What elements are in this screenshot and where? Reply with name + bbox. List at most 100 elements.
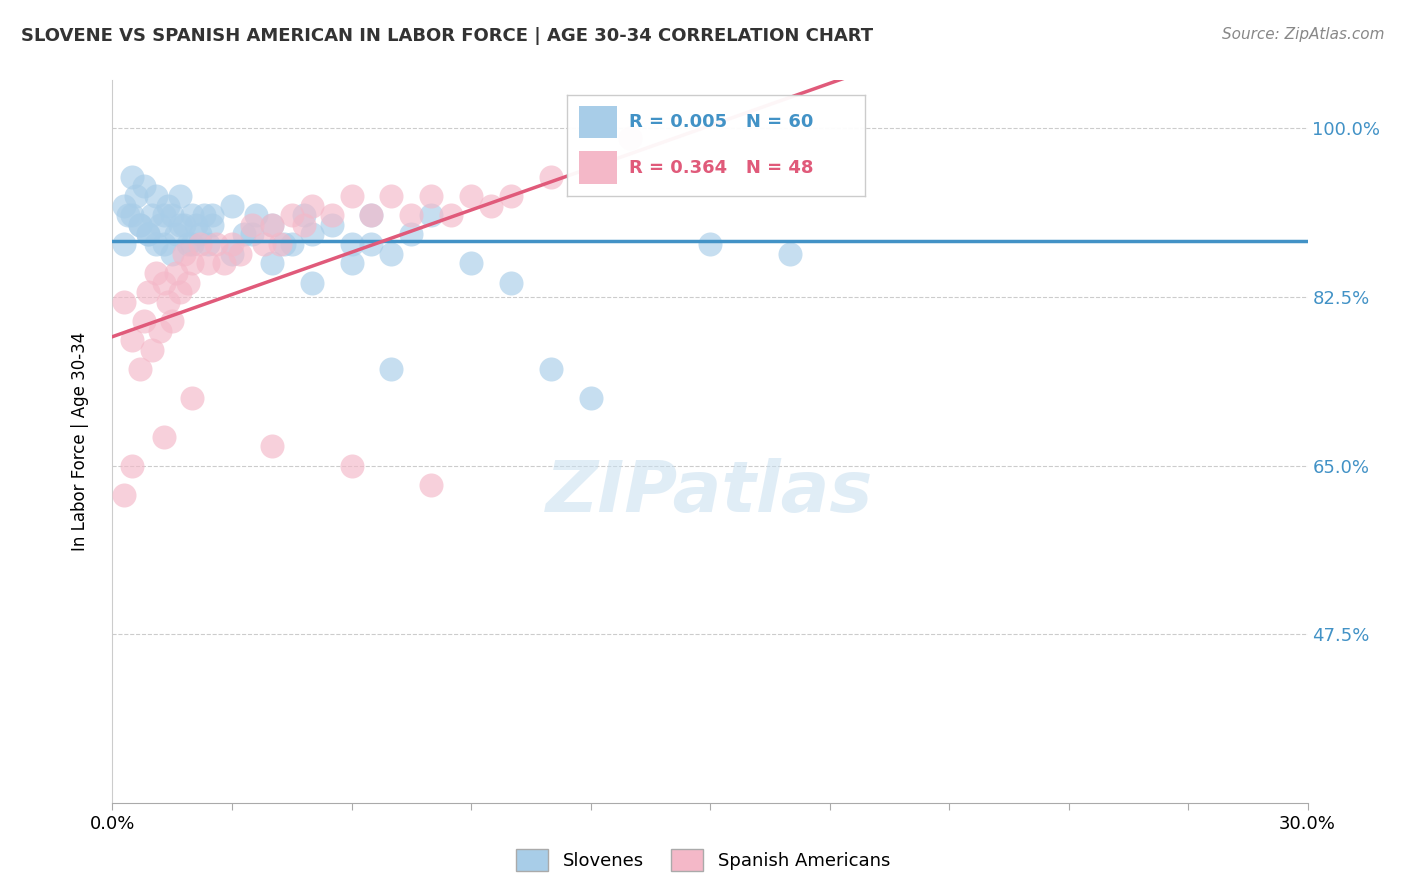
Point — [401, 227, 423, 242]
Point — [212, 256, 235, 270]
Point — [360, 208, 382, 222]
Point — [165, 266, 187, 280]
Point — [188, 237, 211, 252]
Point — [141, 208, 163, 222]
Point — [162, 246, 183, 260]
Point — [301, 276, 323, 290]
Point — [157, 294, 180, 309]
Point — [169, 285, 191, 300]
Point — [321, 208, 343, 222]
Point — [125, 189, 148, 203]
Point — [153, 237, 176, 252]
Point — [173, 218, 195, 232]
Point — [260, 256, 283, 270]
Text: ZIPatlas: ZIPatlas — [547, 458, 873, 526]
Point — [181, 237, 204, 252]
Point — [177, 276, 200, 290]
Point — [197, 237, 219, 252]
Point — [165, 227, 187, 242]
Point — [114, 198, 135, 212]
Point — [240, 227, 263, 242]
Point — [153, 430, 176, 444]
Point — [340, 237, 363, 252]
Point — [114, 294, 135, 309]
Point — [205, 237, 228, 252]
Point — [340, 189, 363, 203]
Point — [460, 189, 482, 203]
Point — [153, 276, 176, 290]
Point — [479, 198, 502, 212]
Point — [340, 256, 363, 270]
Point — [460, 256, 482, 270]
Point — [114, 237, 135, 252]
Point — [145, 266, 167, 280]
Point — [157, 198, 180, 212]
Point — [540, 362, 562, 376]
Point — [188, 227, 211, 242]
Point — [260, 218, 283, 232]
Point — [121, 334, 143, 348]
Point — [121, 208, 143, 222]
Point — [380, 362, 402, 376]
Point — [181, 256, 204, 270]
Point — [420, 478, 443, 492]
Point — [301, 227, 323, 242]
Point — [173, 246, 195, 260]
Point — [499, 189, 522, 203]
Point — [260, 218, 283, 232]
Point — [229, 246, 252, 260]
Point — [138, 227, 160, 242]
Point — [360, 208, 382, 222]
Point — [145, 189, 167, 203]
Point — [281, 208, 304, 222]
Point — [269, 237, 291, 252]
Point — [779, 246, 801, 260]
Point — [240, 218, 263, 232]
Point — [149, 324, 172, 338]
Point — [169, 189, 191, 203]
Point — [360, 237, 382, 252]
Point — [181, 208, 204, 222]
Point — [138, 227, 160, 242]
Point — [162, 208, 183, 222]
Point — [121, 458, 143, 473]
Point — [145, 237, 167, 252]
Point — [233, 227, 256, 242]
Point — [177, 237, 200, 252]
Point — [134, 179, 156, 194]
Point — [153, 208, 176, 222]
Legend: Slovenes, Spanish Americans: Slovenes, Spanish Americans — [509, 842, 897, 879]
Point — [138, 285, 160, 300]
Point — [292, 208, 315, 222]
Point — [129, 362, 152, 376]
Point — [221, 246, 243, 260]
Point — [273, 237, 295, 252]
Point — [380, 246, 402, 260]
Point — [221, 198, 243, 212]
Text: Source: ZipAtlas.com: Source: ZipAtlas.com — [1222, 27, 1385, 42]
Text: SLOVENE VS SPANISH AMERICAN IN LABOR FORCE | AGE 30-34 CORRELATION CHART: SLOVENE VS SPANISH AMERICAN IN LABOR FOR… — [21, 27, 873, 45]
Point — [260, 439, 283, 453]
Y-axis label: In Labor Force | Age 30-34: In Labor Force | Age 30-34 — [70, 332, 89, 551]
Point — [117, 208, 139, 222]
Point — [420, 208, 443, 222]
Point — [134, 314, 156, 328]
Point — [162, 314, 183, 328]
Point — [292, 218, 315, 232]
Point — [579, 391, 602, 405]
Point — [201, 208, 224, 222]
Point — [340, 458, 363, 473]
Point — [141, 343, 163, 357]
Point — [193, 208, 215, 222]
Point — [499, 276, 522, 290]
Point — [121, 169, 143, 184]
Point — [186, 218, 208, 232]
Point — [197, 256, 219, 270]
Point — [401, 208, 423, 222]
Point — [221, 237, 243, 252]
Point — [321, 218, 343, 232]
Point — [540, 169, 562, 184]
Point — [149, 218, 172, 232]
Point — [245, 208, 267, 222]
Point — [380, 189, 402, 203]
